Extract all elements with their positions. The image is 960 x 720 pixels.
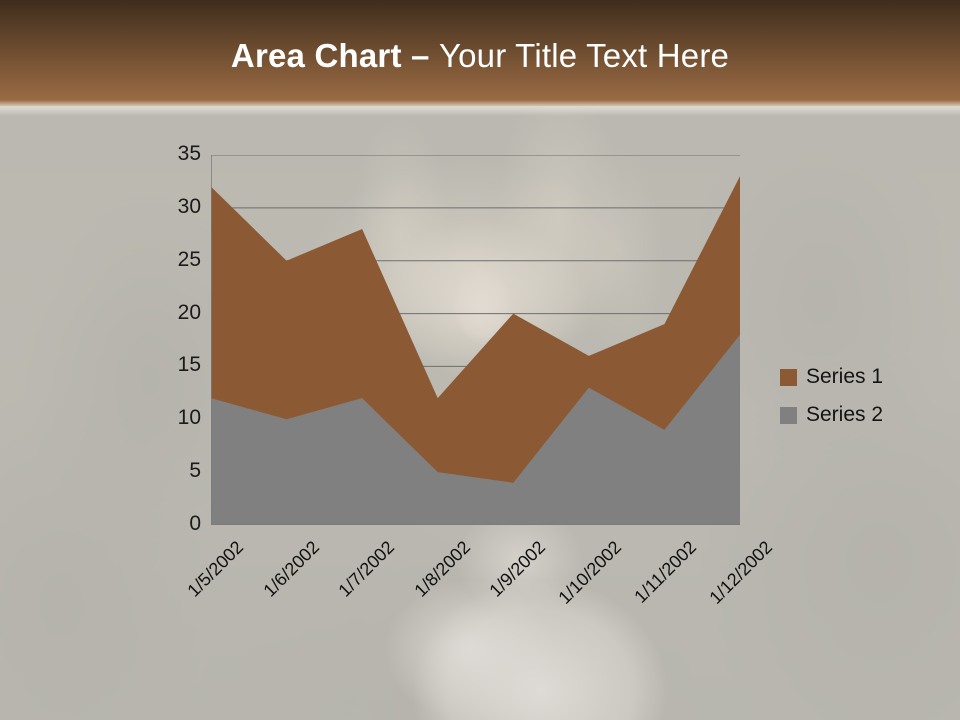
x-axis-tick-label: 1/10/2002 (554, 537, 625, 608)
x-axis-tick-label: 1/11/2002 (630, 537, 701, 607)
y-axis-tick-label: 25 (177, 247, 201, 271)
x-axis-tick-label: 1/7/2002 (334, 537, 399, 601)
x-axis-tick-label: 1/12/2002 (705, 537, 777, 608)
page-title-strong: Area Chart (230, 37, 402, 74)
y-axis-tick-label: 10 (177, 406, 201, 430)
y-axis-tick-label: 30 (177, 194, 201, 218)
y-axis-tick-label: 15 (177, 353, 201, 377)
area-chart: 0 5 10 15 20 25 30 35 1/5/2002 1/6/2002 1/7/2002 1… (0, 106, 960, 720)
x-axis-tick-label: 1/6/2002 (259, 537, 323, 601)
legend-label-series-2: Series 2 (806, 403, 884, 426)
legend-item-series-2[interactable]: Series 2 (780, 396, 950, 434)
y-axis-labels: 0 5 10 15 20 25 30 35 (0, 106, 960, 720)
legend-label-series-1: Series 1 (806, 365, 884, 388)
title-banner (0, 0, 960, 106)
y-axis-tick-label: 20 (177, 300, 201, 324)
legend-swatch-series-2 (780, 406, 797, 424)
series-2-area (211, 334, 740, 525)
chart-legend: Series 1 Series 2 (780, 358, 950, 434)
chart-svg (211, 155, 740, 525)
chart-plot-area (211, 155, 740, 525)
x-axis-tick-label: 1/8/2002 (410, 537, 474, 601)
y-axis-tick-label: 35 (177, 142, 201, 165)
legend-swatch-series-1 (780, 368, 797, 386)
legend-item-series-1[interactable]: Series 1 (780, 358, 950, 396)
page-title-dash: – (401, 37, 439, 74)
y-axis-tick-label: 0 (189, 512, 201, 535)
x-axis-tick-label: 1/5/2002 (183, 537, 248, 601)
x-axis-tick-label: 1/9/2002 (485, 537, 550, 601)
page-title-rest: Your Title Text Here (438, 37, 730, 74)
page-title: Area Chart – Your Title Text Here (0, 36, 960, 76)
y-axis-tick-label: 5 (189, 459, 201, 483)
